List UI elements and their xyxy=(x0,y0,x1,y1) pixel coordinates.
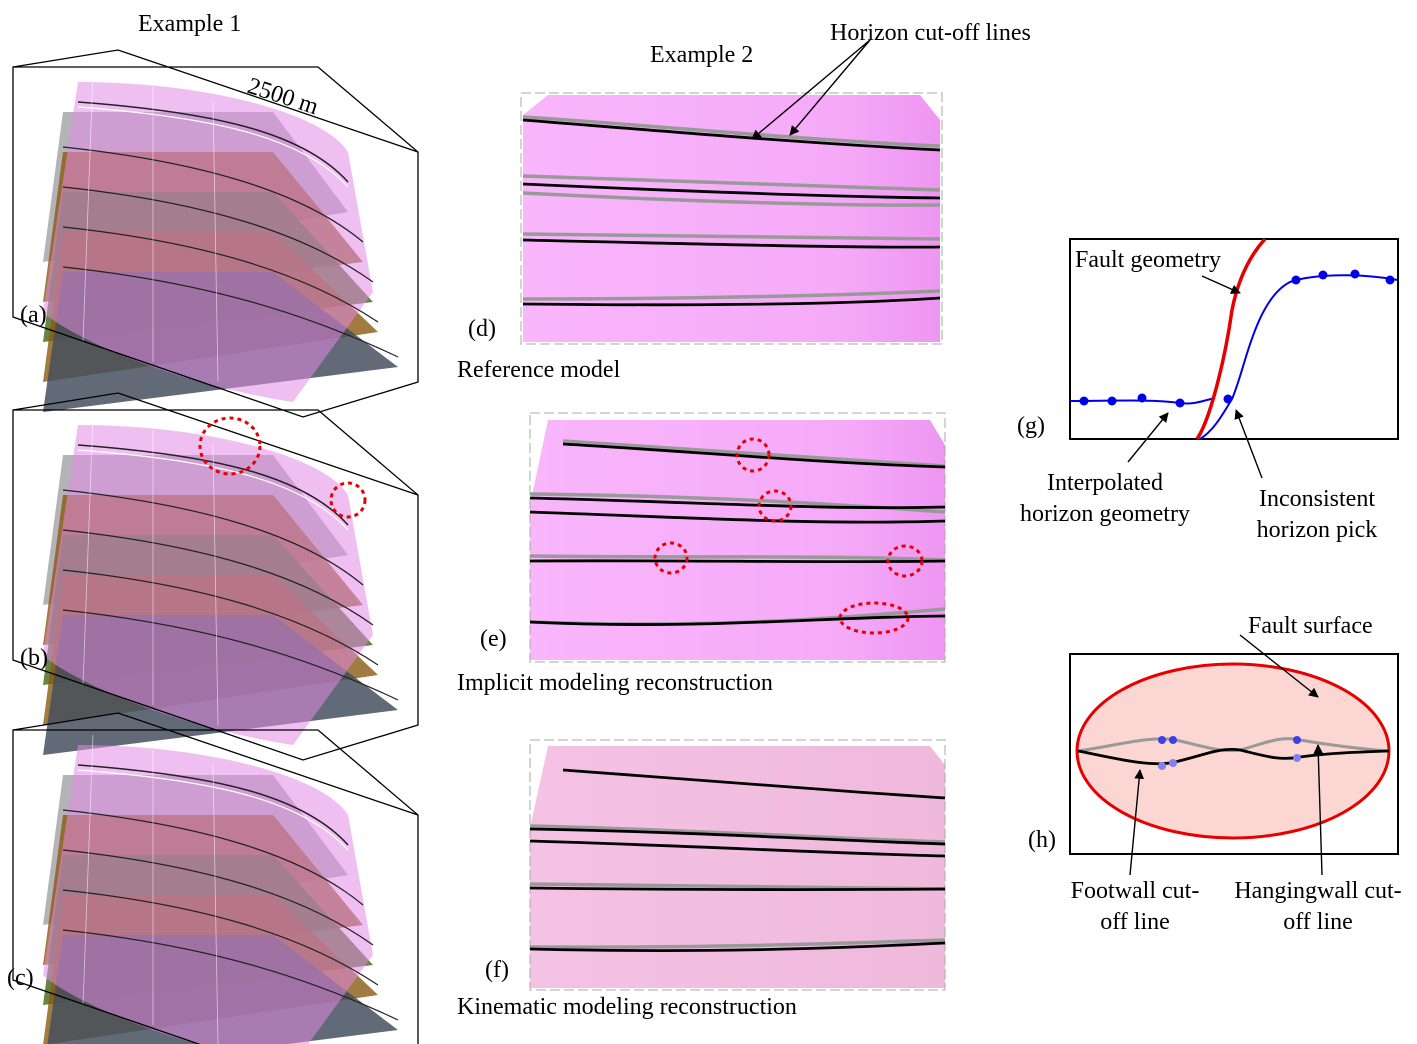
panel-label-f: (f) xyxy=(485,957,509,983)
block-model-a xyxy=(12,49,419,418)
schematic-h xyxy=(1069,634,1399,876)
panel-label-g: (g) xyxy=(1017,413,1045,439)
panel-label-e: (e) xyxy=(480,626,507,652)
callout-cutoff-lines: Horizon cut-off lines xyxy=(830,20,1031,46)
label-footwall-cutoff: Footwall cut-off line xyxy=(1070,878,1200,935)
label-interpolated-horizon: Interpolated horizon geometry xyxy=(1020,470,1190,527)
caption-e: Implicit modeling reconstruction xyxy=(457,670,773,696)
example2-title: Example 2 xyxy=(650,42,754,68)
highlight-circle-e3 xyxy=(653,541,689,575)
label-hangingwall-cutoff: Hangingwall cut-off line xyxy=(1234,878,1402,935)
panel-label-d: (d) xyxy=(468,316,496,342)
label-inconsistent-pick: Inconsistent horizon pick xyxy=(1256,486,1378,543)
label-fault-surface: Fault surface xyxy=(1248,613,1373,639)
highlight-circle-b2 xyxy=(329,481,367,519)
panel-label-a: (a) xyxy=(20,302,47,328)
label-fault-geometry: Fault geometry xyxy=(1075,247,1221,273)
example1-title: Example 1 xyxy=(138,11,242,37)
section-d xyxy=(520,92,943,345)
block-model-c xyxy=(12,712,419,1044)
callout-arrow-2 xyxy=(789,39,871,136)
caption-f: Kinematic modeling reconstruction xyxy=(457,994,797,1020)
highlight-circle-e1 xyxy=(735,437,771,473)
schematic-g xyxy=(1069,237,1399,479)
caption-d: Reference model xyxy=(457,357,621,383)
panel-label-b: (b) xyxy=(20,645,48,671)
highlight-circle-b1 xyxy=(198,416,262,476)
highlight-circle-e5 xyxy=(838,601,910,635)
panel-label-h: (h) xyxy=(1028,827,1056,853)
block-model-b xyxy=(12,392,419,761)
panel-label-c: (c) xyxy=(7,965,34,991)
callout-arrow-1 xyxy=(751,39,871,140)
section-f xyxy=(529,739,946,991)
highlight-circle-e4 xyxy=(886,544,924,578)
section-e xyxy=(529,412,946,663)
highlight-circle-e2 xyxy=(757,489,793,523)
